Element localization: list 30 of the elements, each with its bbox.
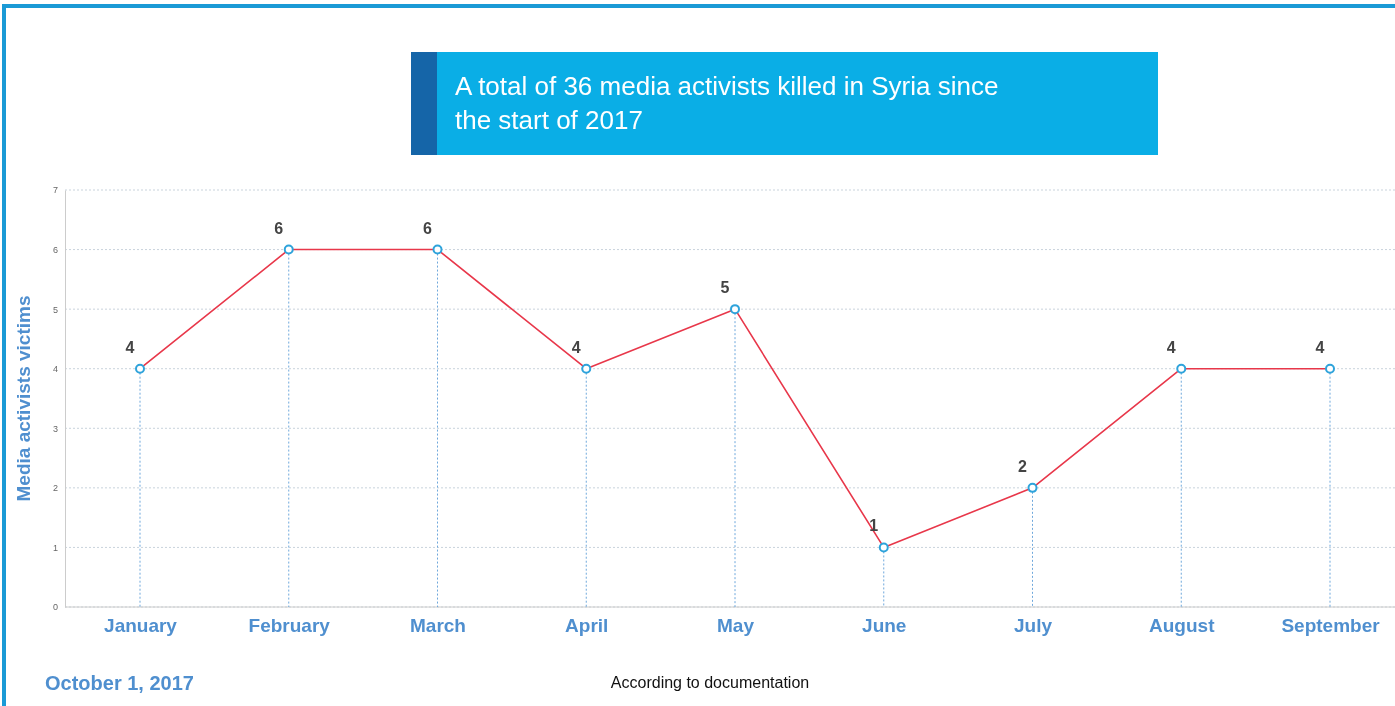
y-tick-label: 4 bbox=[52, 364, 58, 375]
data-label: 4 bbox=[571, 338, 581, 356]
y-tick-label: 7 bbox=[52, 185, 58, 196]
y-axis-title: Media activists victims bbox=[13, 295, 34, 502]
data-label: 4 bbox=[1315, 338, 1325, 356]
y-tick-label: 5 bbox=[52, 304, 58, 315]
text: October 1, 2017 bbox=[45, 672, 194, 694]
y-tick-label: 6 bbox=[52, 244, 58, 255]
x-tick-label: March bbox=[410, 615, 466, 636]
data-label: 5 bbox=[720, 279, 730, 297]
x-tick-label: September bbox=[1281, 615, 1381, 636]
data-label: 6 bbox=[423, 219, 433, 237]
x-tick-label: February bbox=[248, 615, 331, 636]
y-tick-label: 1 bbox=[52, 542, 58, 553]
x-tick-label: May bbox=[717, 615, 755, 636]
x-tick-label: January bbox=[104, 615, 178, 636]
chart-title: A total of 36 media activists killed in Syria since the start of 2017 bbox=[455, 71, 999, 135]
x-tick-label: July bbox=[1013, 615, 1053, 636]
x-tick-label: August bbox=[1149, 615, 1216, 636]
data-label: 2 bbox=[1018, 457, 1028, 475]
y-tick-label: 3 bbox=[52, 423, 58, 434]
data-label: 4 bbox=[125, 338, 135, 356]
data-label: 1 bbox=[869, 517, 879, 535]
y-tick-label: 0 bbox=[52, 602, 58, 613]
text: According to documentation bbox=[610, 674, 810, 691]
data-label: 4 bbox=[1166, 338, 1176, 356]
x-tick-label: April bbox=[565, 615, 609, 636]
data-label: 6 bbox=[274, 219, 284, 237]
y-tick-label: 2 bbox=[52, 483, 58, 494]
x-tick-label: June bbox=[862, 615, 907, 636]
